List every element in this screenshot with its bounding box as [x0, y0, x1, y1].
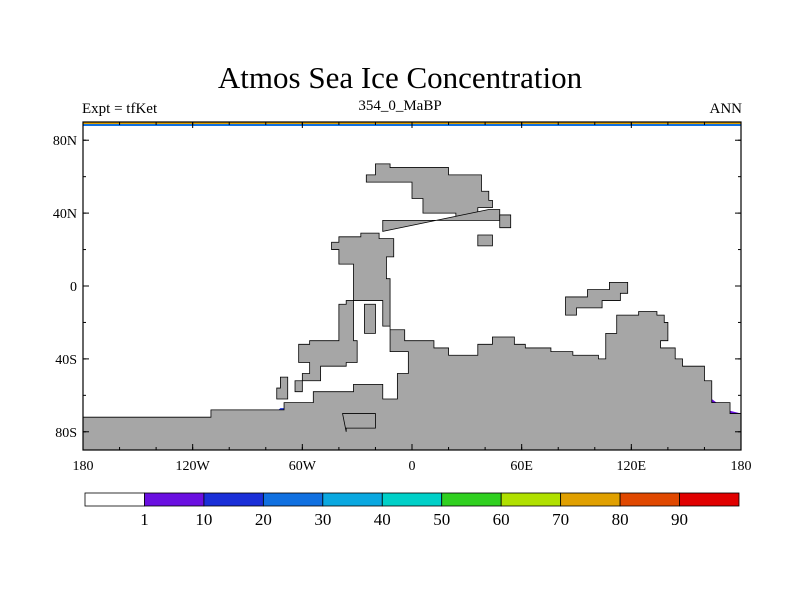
- y-tick-label: 40N: [53, 207, 77, 222]
- colorbar-label: 50: [433, 510, 450, 529]
- plot-title: Atmos Sea Ice Concentration: [217, 60, 583, 95]
- map-area: [83, 122, 741, 450]
- land-mass-7: [565, 281, 629, 316]
- land-mass-4: [83, 232, 741, 450]
- land-mass-6: [294, 300, 358, 393]
- colorbar-label: 90: [671, 510, 688, 529]
- land-mass-5: [364, 303, 376, 334]
- colorbar-swatch: [262, 492, 324, 507]
- y-tick-label: 80N: [53, 134, 77, 149]
- colorbar-label: 30: [314, 510, 331, 529]
- season-label: ANN: [709, 101, 743, 117]
- colorbar-label: 80: [612, 510, 629, 529]
- colorbar-swatch: [203, 492, 264, 507]
- land-mass-1: [382, 209, 501, 232]
- colorbar-swatch: [322, 492, 383, 507]
- land-mass-3: [477, 234, 493, 247]
- colorbar-swatch: [441, 492, 502, 507]
- experiment-label: Expt = tfKet: [82, 101, 158, 117]
- colorbar-label: 1: [140, 510, 149, 529]
- y-tick-label: 80S: [55, 426, 77, 441]
- period-label: 354_0_MaBP: [358, 98, 442, 114]
- x-tick-label: 0: [409, 459, 416, 474]
- colorbar-swatch: [500, 492, 562, 507]
- land-mass-9: [342, 413, 376, 432]
- colorbar-label: 40: [374, 510, 391, 529]
- colorbar: 1 10 20 30 40 50 60 70 80 90: [84, 492, 740, 529]
- colorbar-swatch: [381, 492, 443, 507]
- colorbar-label: 70: [552, 510, 569, 529]
- colorbar-label: 20: [255, 510, 272, 529]
- axis-ticks: 180 120W 60W 0 60E 120E 180 80N 40N 0 40S 80S: [53, 122, 752, 474]
- colorbar-swatch: [560, 492, 621, 507]
- land-mass-8: [276, 376, 289, 400]
- land-mass-2: [499, 214, 512, 229]
- x-tick-label: 60E: [510, 459, 533, 474]
- x-tick-label: 180: [731, 459, 752, 474]
- x-tick-label: 120W: [176, 459, 211, 474]
- colorbar-label: 10: [195, 510, 212, 529]
- y-tick-label: 0: [70, 280, 77, 295]
- colorbar-label: 60: [493, 510, 510, 529]
- colorbar-swatch: [144, 492, 205, 507]
- y-tick-label: 40S: [55, 353, 77, 368]
- x-tick-label: 120E: [617, 459, 647, 474]
- colorbar-swatch: [84, 492, 145, 507]
- x-tick-label: 180: [73, 459, 94, 474]
- colorbar-swatch: [619, 492, 680, 507]
- colorbar-swatch: [679, 492, 740, 507]
- x-tick-label: 60W: [289, 459, 317, 474]
- land-mass-0: [365, 163, 493, 218]
